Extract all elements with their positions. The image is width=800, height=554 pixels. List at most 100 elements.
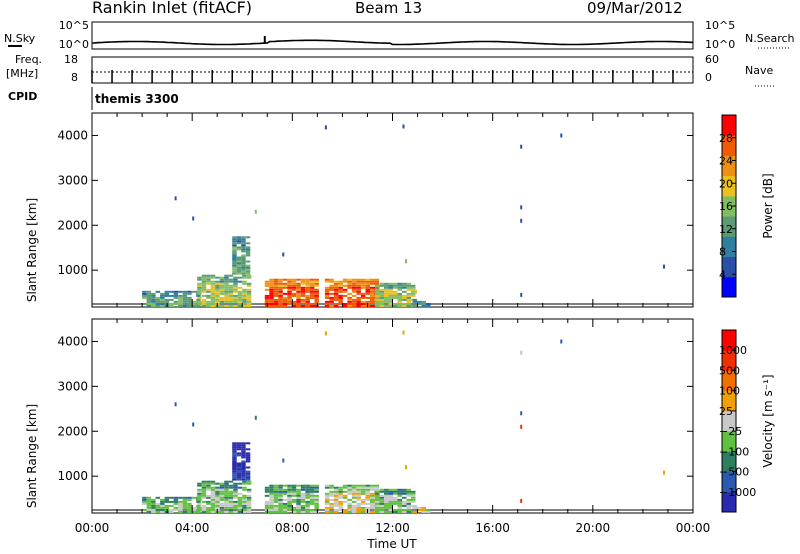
panel-velocity-cell — [347, 511, 352, 513]
panel-power-cell — [278, 284, 283, 287]
panel-power-cell — [224, 294, 229, 297]
panel-power-cell — [146, 292, 152, 295]
panel-power-cell — [142, 294, 147, 297]
panel-velocity-cell — [236, 452, 242, 455]
panel-velocity-cell — [379, 506, 384, 509]
panel-power-cell — [384, 300, 389, 303]
panel-velocity-cell — [264, 488, 270, 491]
xtick-label: 08:00 — [275, 521, 310, 535]
panel-power-cell — [237, 294, 243, 297]
panel-power-cell — [219, 288, 225, 291]
panel-power-cell — [269, 288, 274, 291]
panel-power-cell — [215, 298, 220, 301]
panel-velocity-cell — [365, 506, 370, 509]
panel-velocity-cell — [197, 484, 202, 487]
panel-velocity-cell — [215, 488, 220, 491]
panel-velocity-cell — [351, 504, 357, 507]
panel-velocity-cell — [224, 494, 229, 497]
panel-velocity-cell — [242, 506, 247, 509]
panel-power-cell — [197, 296, 202, 299]
panel-power-cell — [241, 242, 246, 245]
panel-power-cell — [236, 240, 242, 243]
panel-power-cell — [324, 288, 330, 291]
panel-velocity-cell — [201, 500, 207, 503]
panel-power-cell — [246, 305, 252, 307]
panel-power-cell — [210, 286, 216, 289]
panel-velocity-cell — [224, 486, 229, 489]
panel-power-cell — [178, 300, 183, 303]
panel-power-cell — [305, 282, 310, 285]
panel-velocity-cell — [246, 504, 252, 507]
panel-velocity-cell — [219, 482, 225, 485]
panel-power-cell — [245, 246, 251, 249]
panel-velocity-cell — [287, 492, 292, 495]
panel-power-cell — [342, 303, 348, 305]
panel-velocity-cell — [187, 506, 192, 509]
panel-velocity-cell — [393, 490, 398, 493]
panel-velocity-cell — [384, 496, 389, 499]
panel-velocity-cell — [426, 509, 431, 511]
panel-velocity-cell — [151, 504, 156, 507]
panel-velocity-cell — [232, 476, 237, 479]
panel-velocity-cell — [236, 478, 242, 481]
panel-power-cell — [210, 284, 216, 287]
panel-velocity-cell — [206, 509, 211, 511]
panel-velocity-cell — [333, 502, 339, 505]
panel-power-cell — [309, 278, 315, 281]
panel-power-cell — [370, 280, 375, 283]
panel-velocity-cell — [406, 494, 411, 497]
panel-power-cell — [201, 284, 207, 287]
panel-velocity-cell — [146, 504, 152, 507]
panel-power-cell — [155, 305, 161, 307]
panel-velocity-cell — [241, 454, 246, 457]
panel-velocity-cell — [210, 488, 216, 491]
panel-velocity-cell — [187, 502, 192, 505]
panel-velocity-cell — [296, 502, 301, 505]
panel-power-cell — [236, 246, 242, 249]
panel-power-cell — [197, 288, 202, 291]
panel-power-cell — [173, 303, 179, 305]
panel-power-cell — [314, 298, 319, 301]
panel-velocity-dot — [402, 330, 405, 335]
panel-velocity-cell — [282, 488, 288, 491]
panel-power-cell — [379, 290, 384, 293]
panel-power-dot — [520, 218, 523, 223]
panel-power-cell — [411, 292, 416, 295]
panel-velocity-cell — [245, 452, 251, 455]
nsky-label: N.Sky — [4, 32, 36, 45]
panel-power-cell — [206, 282, 211, 285]
panel-velocity-cell — [219, 511, 225, 513]
panel-power-cell — [384, 290, 389, 293]
panel-velocity-cell — [417, 509, 422, 511]
panel-velocity-cell — [384, 504, 389, 507]
panel-power-cell — [287, 278, 292, 281]
date-label: 09/Mar/2012 — [587, 0, 683, 17]
panel-power-cell — [245, 236, 251, 239]
panel-velocity-cell — [356, 504, 361, 507]
panel-velocity-cell — [397, 492, 402, 495]
panel-power-cell — [241, 248, 246, 251]
panel-power-cell — [219, 305, 225, 307]
panel-velocity-cell — [351, 484, 357, 487]
panel-velocity-cell — [406, 498, 411, 501]
panel-velocity-cell — [333, 504, 339, 507]
panel-velocity-cell — [246, 482, 252, 485]
panel-velocity-cell — [173, 498, 179, 501]
panel-velocity-cell — [333, 509, 339, 511]
panel-power-cell — [351, 278, 357, 281]
panel-velocity-cell — [388, 502, 393, 505]
panel-velocity-cell — [314, 506, 319, 509]
panel-velocity-cell — [351, 490, 357, 493]
panel-velocity-cell — [201, 486, 207, 489]
panel-power-cell — [412, 298, 417, 301]
panel-power-cell — [411, 284, 416, 287]
panel-velocity-cell — [300, 500, 306, 503]
panel-power-cell — [356, 296, 361, 299]
panel-power-cell — [151, 292, 156, 295]
panel-velocity-cell — [370, 504, 375, 507]
panel-power-cell — [417, 300, 422, 303]
panel-velocity-cell — [237, 482, 243, 485]
panel-power-cell — [314, 278, 319, 281]
panel-power-cell — [210, 276, 216, 279]
panel-velocity-cell — [309, 490, 315, 493]
